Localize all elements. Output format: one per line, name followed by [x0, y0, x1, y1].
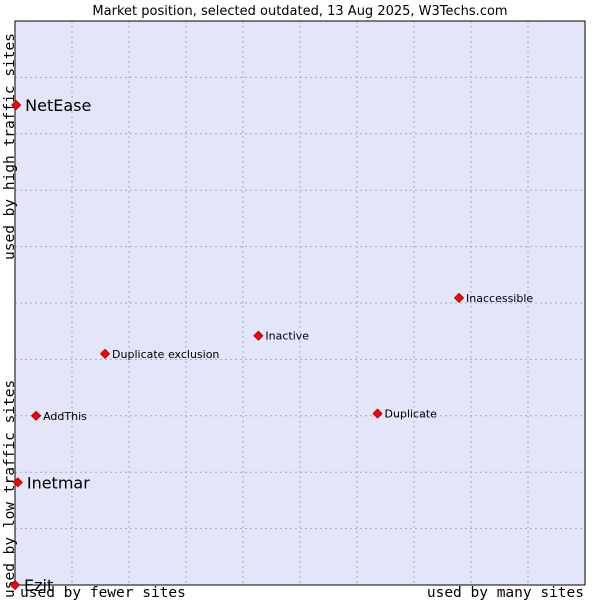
data-point-ezit: Ezit [9, 576, 53, 595]
chart-title: Market position, selected outdated, 13 A… [92, 4, 507, 19]
point-label: Duplicate exclusion [112, 348, 219, 361]
y-axis-label-top: used by high traffic sites [2, 33, 18, 260]
data-points: NetEase Inaccessible Inactive Duplicate exc… [9, 96, 533, 595]
data-point-inetmar: Inetmar [12, 473, 90, 492]
point-label: AddThis [43, 410, 87, 423]
point-marker [253, 330, 264, 341]
point-marker [99, 348, 111, 359]
point-marker [12, 477, 23, 488]
point-marker [372, 408, 383, 419]
data-point-inactive: Inactive [253, 330, 309, 343]
point-label: Duplicate [385, 408, 438, 421]
y-axis-label-bottom: used by low traffic sites [2, 380, 18, 598]
data-point-inaccessible: Inaccessible [453, 292, 533, 305]
x-axis-label-left: used by fewer sites [20, 585, 186, 600]
grid-lines [15, 21, 585, 585]
plot-border [14, 20, 586, 586]
point-marker [453, 292, 465, 303]
point-label: Inactive [265, 330, 309, 343]
point-label: Inaccessible [466, 292, 533, 305]
point-label: Ezit [24, 576, 53, 595]
point-label: NetEase [25, 96, 91, 115]
point-marker [11, 99, 22, 111]
point-marker [9, 579, 21, 591]
data-point-duplicate: Duplicate [372, 408, 438, 421]
data-point-duplicate-exclusion: Duplicate exclusion [99, 348, 219, 361]
point-marker [31, 410, 42, 421]
point-label: Inetmar [27, 473, 90, 492]
x-axis-label-right: used by many sites [427, 585, 584, 600]
data-point-netease: NetEase [11, 96, 91, 115]
data-point-addthis: AddThis [31, 410, 87, 423]
